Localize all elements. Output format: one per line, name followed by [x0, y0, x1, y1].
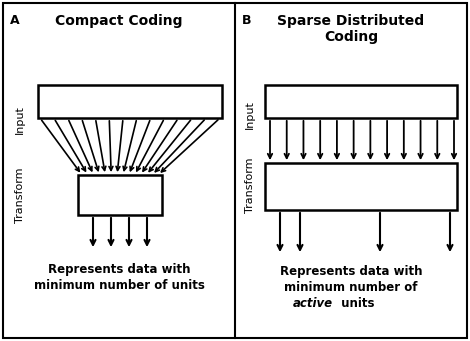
Text: Sparse Distributed
Coding: Sparse Distributed Coding — [277, 14, 424, 44]
Bar — [265, 85, 457, 118]
Bar — [265, 163, 457, 210]
Text: Compact Coding: Compact Coding — [55, 14, 183, 28]
Text: minimum number of: minimum number of — [284, 281, 418, 294]
Text: Input: Input — [15, 106, 25, 134]
Text: minimum number of units: minimum number of units — [33, 279, 204, 292]
Text: Represents data with: Represents data with — [280, 265, 422, 278]
Text: B: B — [242, 14, 251, 27]
Text: A: A — [10, 14, 20, 27]
Bar — [78, 175, 162, 215]
Text: Transform: Transform — [245, 157, 255, 213]
Text: Represents data with: Represents data with — [48, 263, 190, 276]
Text: active: active — [293, 297, 333, 310]
Text: Input: Input — [245, 101, 255, 130]
Text: units: units — [333, 297, 375, 310]
Bar — [38, 85, 222, 118]
Text: Transform: Transform — [15, 167, 25, 223]
